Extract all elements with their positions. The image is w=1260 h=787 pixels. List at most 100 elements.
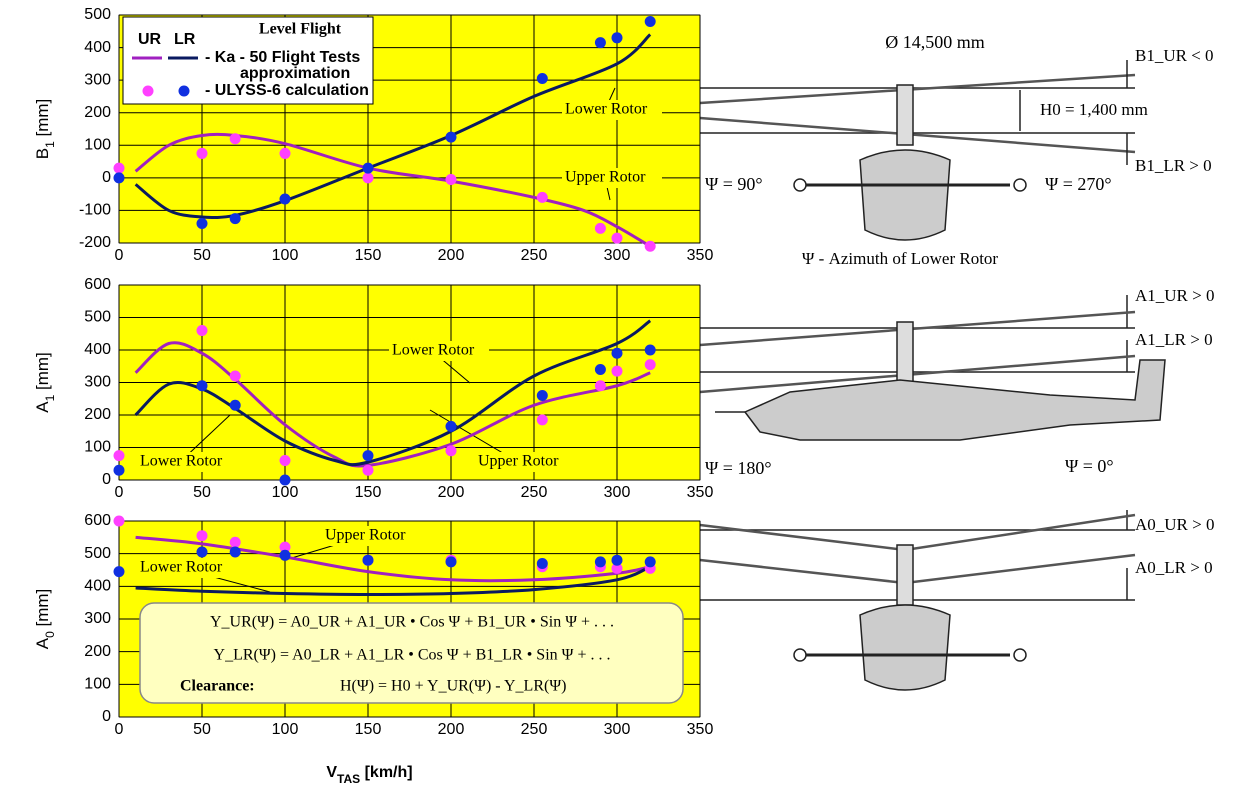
data-point bbox=[595, 380, 606, 391]
annotation: Lower Rotor bbox=[565, 101, 648, 118]
y-tick-label: 200 bbox=[84, 104, 111, 121]
data-point bbox=[446, 421, 457, 432]
x-tick-label: 300 bbox=[604, 721, 631, 738]
data-point bbox=[114, 163, 125, 174]
data-point bbox=[595, 364, 606, 375]
x-tick-label: 250 bbox=[521, 247, 548, 264]
annotation: Upper Rotor bbox=[325, 527, 406, 544]
y-tick-label: 0 bbox=[102, 169, 111, 186]
y-tick-label: 600 bbox=[84, 276, 111, 293]
data-point bbox=[197, 530, 208, 541]
coefficient-label: A0_LR > 0 bbox=[1135, 558, 1213, 577]
y-axis-label-part: A bbox=[33, 637, 52, 649]
wing-pod bbox=[1014, 649, 1026, 661]
y-tick-label: -100 bbox=[79, 202, 111, 219]
h0-label: H0 = 1,400 mm bbox=[1040, 100, 1148, 119]
data-point bbox=[645, 359, 656, 370]
y-axis-label-part: [mm] bbox=[33, 589, 52, 632]
data-point bbox=[197, 148, 208, 159]
data-point bbox=[446, 132, 457, 143]
data-point bbox=[230, 371, 241, 382]
x-tick-label: 350 bbox=[687, 247, 714, 264]
data-point bbox=[363, 163, 374, 174]
data-point bbox=[645, 345, 656, 356]
data-point bbox=[645, 241, 656, 252]
data-point bbox=[280, 475, 291, 486]
data-point bbox=[612, 366, 623, 377]
data-point bbox=[197, 218, 208, 229]
x-tick-label: 300 bbox=[604, 484, 631, 501]
x-tick-label: 350 bbox=[687, 721, 714, 738]
rotor-mast bbox=[897, 85, 913, 145]
x-tick-label: 200 bbox=[438, 721, 465, 738]
azimuth-label: Ψ = 180° bbox=[705, 458, 772, 478]
lower-blade bbox=[700, 118, 1135, 152]
annotation: Lower Rotor bbox=[140, 559, 223, 576]
legend-title: Level Flight bbox=[259, 21, 342, 38]
rotor-mast bbox=[897, 545, 913, 605]
diameter-label: Ø 14,500 mm bbox=[885, 32, 985, 52]
data-point bbox=[645, 556, 656, 567]
data-point bbox=[595, 556, 606, 567]
data-point bbox=[197, 547, 208, 558]
data-point bbox=[280, 455, 291, 466]
data-point bbox=[197, 380, 208, 391]
x-axis-label-part: V bbox=[326, 764, 337, 781]
data-point bbox=[363, 450, 374, 461]
x-tick-label: 50 bbox=[193, 247, 211, 264]
legend-entry: - ULYSS-6 calculation bbox=[205, 82, 369, 99]
coefficient-label: B1_LR > 0 bbox=[1135, 156, 1212, 175]
azimuth-label: Ψ = 90° bbox=[705, 174, 763, 194]
data-point bbox=[363, 172, 374, 183]
helicopter-front bbox=[860, 150, 950, 240]
data-point bbox=[114, 450, 125, 461]
wing-pod bbox=[794, 649, 806, 661]
legend-column: UR bbox=[138, 31, 162, 48]
data-point bbox=[612, 32, 623, 43]
y-axis-label: A0 [mm] bbox=[33, 589, 57, 650]
y-axis-label: A1 [mm] bbox=[33, 352, 57, 413]
y-tick-label: 200 bbox=[84, 406, 111, 423]
wing-pod bbox=[1014, 179, 1026, 191]
x-tick-label: 100 bbox=[272, 484, 299, 501]
legend-entry: approximation bbox=[240, 65, 350, 82]
coefficient-label: A1_UR > 0 bbox=[1135, 286, 1214, 305]
coefficient-label: A0_UR > 0 bbox=[1135, 515, 1214, 534]
y-tick-label: 400 bbox=[84, 578, 111, 595]
y-tick-label: -200 bbox=[79, 234, 111, 251]
x-tick-label: 0 bbox=[115, 484, 124, 501]
y-tick-label: 400 bbox=[84, 39, 111, 56]
figure: Ø 14,500 mm B1_UR < 0 H0 = 1,400 mm B1_L… bbox=[0, 0, 1260, 787]
x-tick-label: 200 bbox=[438, 247, 465, 264]
x-tick-label: 150 bbox=[355, 247, 382, 264]
x-tick-label: 200 bbox=[438, 484, 465, 501]
x-tick-label: 250 bbox=[521, 721, 548, 738]
y-tick-label: 300 bbox=[84, 71, 111, 88]
upper-blade bbox=[700, 515, 1135, 550]
y-tick-label: 0 bbox=[102, 708, 111, 725]
y-tick-label: 300 bbox=[84, 374, 111, 391]
data-point bbox=[114, 172, 125, 183]
coefficient-label: A1_LR > 0 bbox=[1135, 330, 1213, 349]
y-axis-label-part: A bbox=[33, 401, 52, 413]
formula-heading: Clearance: bbox=[180, 678, 255, 695]
data-point bbox=[446, 445, 457, 456]
annotation: Upper Rotor bbox=[478, 453, 559, 470]
x-axis-label-part: TAS bbox=[337, 772, 360, 786]
data-point bbox=[363, 555, 374, 566]
data-point bbox=[612, 233, 623, 244]
data-point bbox=[114, 566, 125, 577]
azimuth-label: Ψ = 270° bbox=[1045, 174, 1112, 194]
rotor-mast bbox=[897, 322, 913, 384]
y-tick-label: 200 bbox=[84, 643, 111, 660]
data-point bbox=[537, 414, 548, 425]
y-tick-label: 500 bbox=[84, 6, 111, 23]
annotation: Lower Rotor bbox=[392, 342, 475, 359]
legend-swatch bbox=[179, 86, 190, 97]
x-tick-label: 250 bbox=[521, 484, 548, 501]
lower-blade bbox=[700, 555, 1135, 583]
legend-swatch bbox=[143, 86, 154, 97]
x-tick-label: 50 bbox=[193, 484, 211, 501]
x-tick-label: 0 bbox=[115, 247, 124, 264]
